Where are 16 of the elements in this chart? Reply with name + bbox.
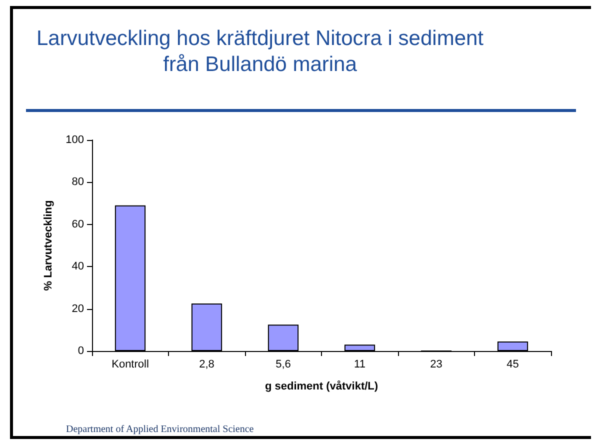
x-tick-label: 2,8: [199, 358, 214, 370]
y-tick-label: 100: [66, 134, 84, 146]
text: Department of Applied Environmental Science: [66, 424, 254, 435]
x-tick-label: Kontroll: [112, 358, 149, 370]
x-tick-label: 23: [430, 358, 442, 370]
chart-title: Larvutveckling hos kräftdjuret Nitocra i sediment från Bullandö marina: [35, 26, 485, 78]
y-tick-label: 80: [72, 176, 84, 188]
x-tick-label: 45: [506, 358, 519, 370]
y-tick-label: 0: [78, 345, 84, 357]
y-axis-title: % Larvutveckling: [42, 200, 54, 291]
x-axis-title: g sediment (våtvikt/L): [264, 380, 378, 392]
x-tick-label: 5,6: [276, 358, 291, 370]
y-tick-label: 40: [72, 260, 84, 273]
y-tick-label: 60: [72, 218, 84, 230]
x-tick-label: 11: [354, 358, 366, 370]
y-tick-label: 20: [72, 302, 84, 315]
